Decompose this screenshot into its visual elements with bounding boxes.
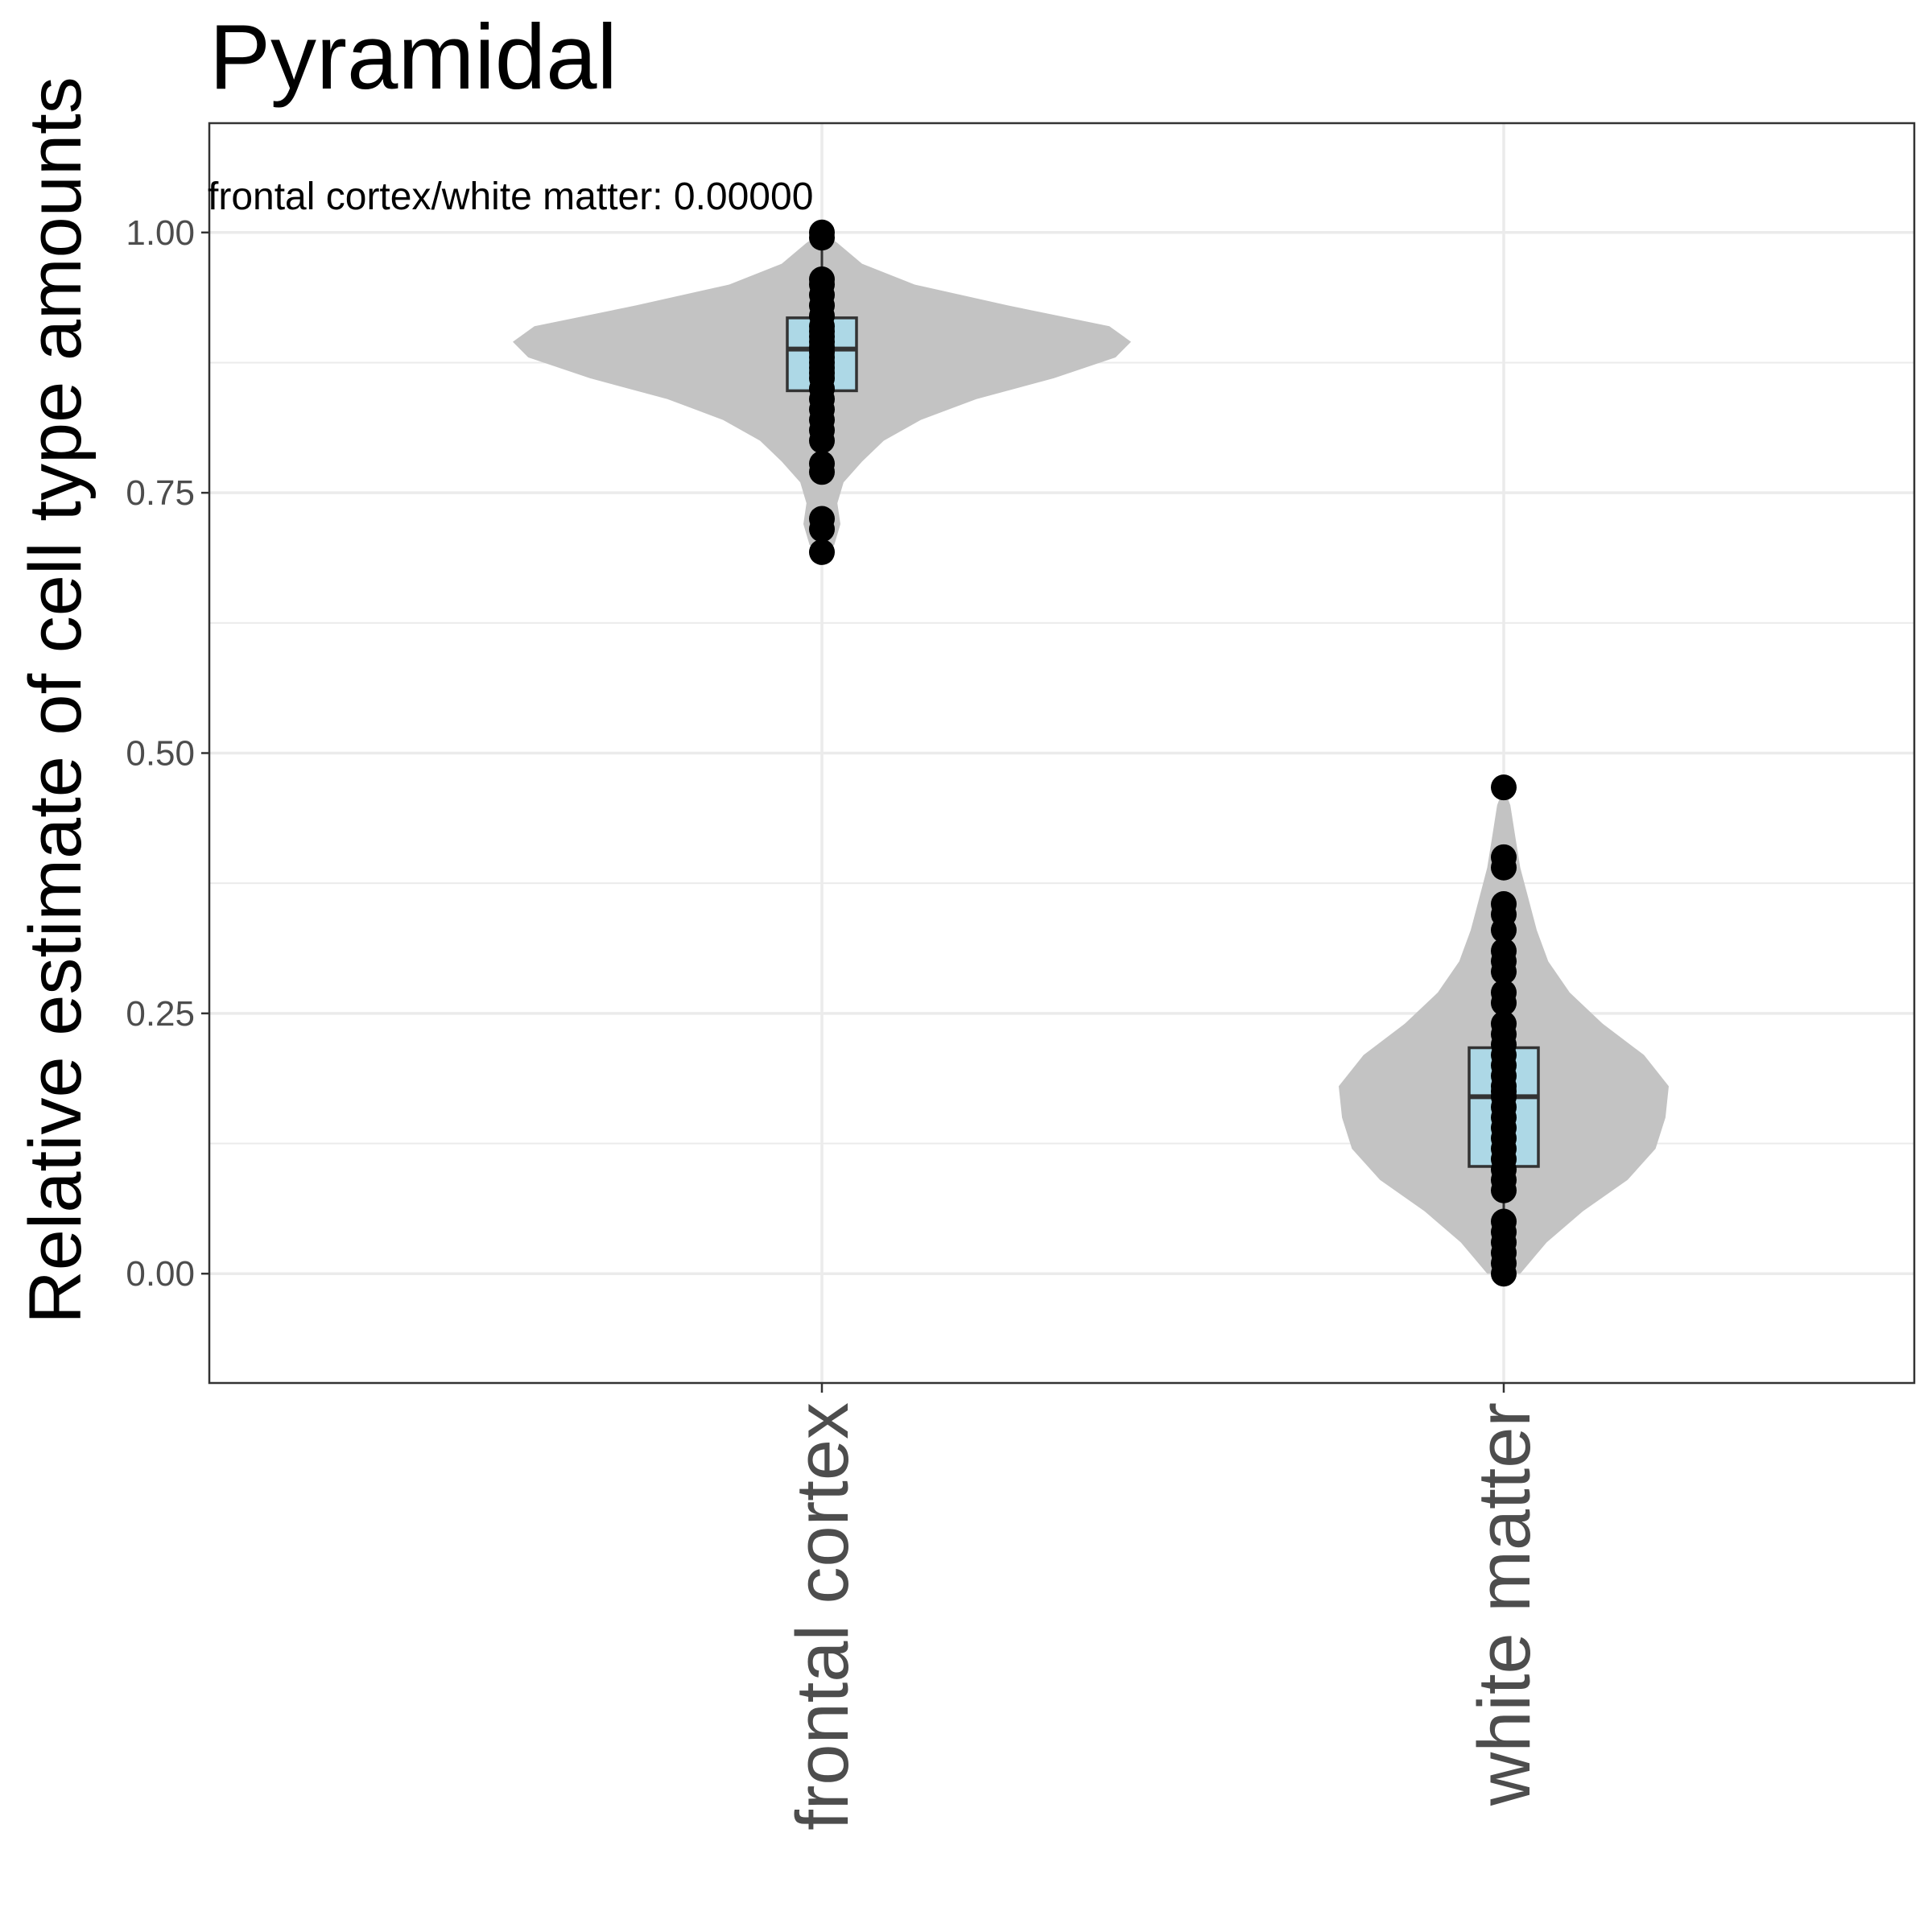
data-points — [809, 219, 1517, 1287]
x-axis-ticks: frontal cortex white matter — [782, 1383, 1546, 1831]
y-tick-label: 0.25 — [126, 994, 195, 1034]
data-point — [1491, 774, 1517, 801]
significance-annotation: frontal cortex/white matter: 0.00000 — [208, 175, 813, 218]
data-point — [1491, 938, 1517, 964]
data-point — [1491, 979, 1517, 1005]
data-point — [809, 450, 835, 477]
x-tick-label: frontal cortex — [782, 1402, 864, 1831]
data-point — [1491, 1010, 1517, 1037]
y-tick-label: 0.75 — [126, 473, 195, 513]
data-point — [1491, 891, 1517, 918]
y-axis-label: Relative estimate of cell type amounts — [14, 76, 97, 1323]
data-point — [809, 266, 835, 293]
y-axis-ticks: 0.00 0.25 0.50 0.75 1.00 — [126, 213, 209, 1294]
y-tick-label: 0.00 — [126, 1254, 195, 1294]
y-tick-label: 0.50 — [126, 734, 195, 774]
data-point — [809, 506, 835, 532]
chart-title: Pyramidal — [209, 6, 617, 109]
y-tick-label: 1.00 — [126, 213, 195, 253]
data-point — [809, 219, 835, 246]
data-point — [1491, 1208, 1517, 1235]
data-point — [1491, 844, 1517, 870]
data-point — [809, 539, 835, 565]
x-tick-label: white matter — [1463, 1402, 1546, 1806]
